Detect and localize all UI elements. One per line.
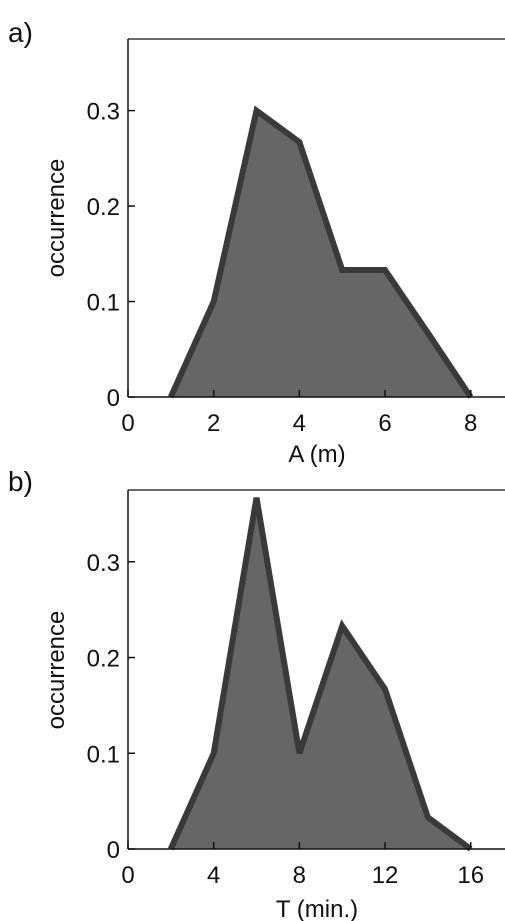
- x-axis-title-a: A (m): [288, 441, 345, 468]
- x-tick-label-b-0: 0: [121, 862, 134, 889]
- x-tick-label-a-3: 6: [378, 410, 391, 437]
- y-tick-label-b-1: 0.1: [87, 741, 120, 768]
- panel-label-a: a): [8, 17, 33, 48]
- x-tick-label-b-2: 8: [293, 862, 306, 889]
- area-line-a: [168, 105, 474, 399]
- y-tick-label-b-2: 0.2: [87, 646, 120, 673]
- y-axis-title-b: occurrence: [43, 611, 70, 730]
- chart-panel-b: b) 0 4 8 12 16 0 0.1 0.2 0.3 T (min.) occurrenc…: [8, 466, 505, 921]
- x-tick-label-b-3: 12: [372, 862, 399, 889]
- x-tick-label-b-4: 16: [457, 862, 484, 889]
- x-tick-label-a-1: 2: [207, 410, 220, 437]
- y-tick-label-a-1: 0.1: [87, 290, 120, 317]
- y-tick-label-b-0: 0: [107, 837, 120, 864]
- y-axis-title-a: occurrence: [43, 159, 70, 278]
- panel-label-b: b): [8, 466, 33, 497]
- x-tick-label-b-1: 4: [207, 862, 220, 889]
- y-tick-label-a-3: 0.3: [87, 99, 120, 126]
- x-tick-label-a-4: 8: [464, 410, 477, 437]
- x-ticks-a: 0 2 4 6 8: [121, 390, 477, 437]
- y-tick-label-a-2: 0.2: [87, 194, 120, 221]
- y-ticks-a: 0 0.1 0.2 0.3: [87, 99, 135, 412]
- x-axis-title-b: T (min.): [276, 896, 358, 921]
- y-tick-label-a-0: 0: [107, 385, 120, 412]
- x-tick-label-a-2: 4: [293, 410, 306, 437]
- area-line-b: [168, 497, 473, 852]
- area-fill-b: [170, 497, 471, 849]
- area-fill-a: [170, 110, 471, 397]
- x-ticks-b: 0 4 8 12 16: [121, 842, 484, 889]
- y-tick-label-b-3: 0.3: [87, 550, 120, 577]
- y-ticks-b: 0 0.1 0.2 0.3: [87, 550, 135, 864]
- chart-panel-a: a) 0 2 4 6 8 0 0.1 0.2 0.3 A (m) occurrence: [8, 17, 505, 468]
- x-tick-label-a-0: 0: [121, 410, 134, 437]
